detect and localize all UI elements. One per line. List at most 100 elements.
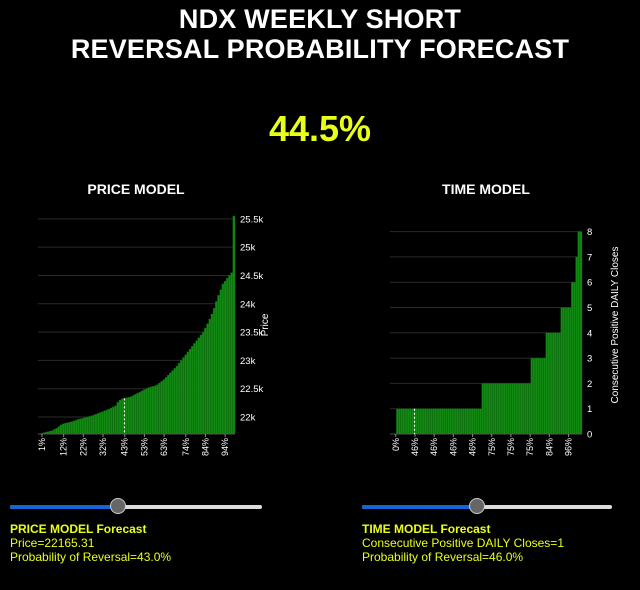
- time-bar: [434, 408, 438, 435]
- time-bar: [455, 408, 459, 435]
- time-bar: [528, 383, 532, 435]
- time-ytick-label: 0: [587, 430, 592, 441]
- time-bar: [479, 408, 482, 435]
- price-bar: [103, 410, 107, 435]
- price-forecast-label: PRICE MODEL Forecast: [10, 522, 147, 536]
- price-xtick-label: 74%: [181, 438, 191, 456]
- time-ytick-label: 1: [587, 404, 592, 415]
- time-bar: [530, 357, 534, 435]
- time-bar: [445, 408, 448, 435]
- time-bar: [494, 383, 497, 435]
- time-xtick-label: 75%: [506, 438, 516, 456]
- time-slider-track[interactable]: [362, 505, 612, 509]
- time-bar: [496, 383, 499, 435]
- time-bar: [577, 231, 581, 435]
- price-bar: [120, 398, 124, 435]
- time-model-slider[interactable]: [362, 498, 612, 515]
- price-bar: [140, 390, 144, 435]
- price-bar: [138, 391, 142, 435]
- price-ytick-label: 23k: [240, 356, 256, 367]
- price-bar: [118, 399, 122, 435]
- price-xtick-label: 1%: [37, 438, 47, 451]
- time-bar: [543, 357, 546, 435]
- time-bar: [575, 256, 578, 435]
- time-bar: [566, 307, 570, 435]
- price-slider-thumb[interactable]: [110, 498, 127, 514]
- overall-probability: 44.5%: [268, 108, 372, 149]
- time-bar: [483, 383, 487, 435]
- time-ytick-label: 2: [587, 379, 592, 390]
- time-bar: [404, 408, 408, 435]
- price-slider-track[interactable]: [10, 505, 262, 509]
- time-bar: [462, 408, 465, 435]
- time-bar: [549, 332, 553, 435]
- price-bar: [134, 394, 137, 435]
- price-bar: [166, 374, 170, 435]
- price-bar: [50, 430, 54, 435]
- price-bar: [75, 419, 78, 435]
- time-bar: [432, 408, 435, 435]
- time-model-title: TIME MODEL: [442, 181, 530, 197]
- price-bar: [153, 385, 157, 435]
- price-bar: [195, 340, 198, 435]
- price-bar: [149, 386, 153, 435]
- price-ytick-label: 23.5k: [240, 328, 263, 339]
- time-bar: [447, 408, 450, 435]
- time-ytick-label: 6: [587, 278, 592, 289]
- time-bar: [458, 408, 461, 435]
- price-bar: [164, 377, 168, 435]
- price-bar: [114, 405, 118, 435]
- time-bar: [569, 307, 572, 435]
- price-bar: [199, 334, 203, 435]
- price-bar: [59, 424, 63, 435]
- time-bar: [517, 383, 521, 435]
- price-bar: [162, 379, 166, 435]
- time-bar: [402, 408, 406, 435]
- time-bar: [411, 408, 414, 435]
- time-bar: [451, 408, 455, 435]
- time-bar: [396, 408, 399, 435]
- time-bar: [500, 383, 504, 435]
- time-bar: [505, 383, 508, 435]
- price-bar: [142, 389, 146, 435]
- time-bar: [436, 408, 440, 435]
- time-bar: [460, 408, 463, 435]
- time-bar: [430, 408, 433, 435]
- time-bar: [441, 408, 444, 435]
- time-value: Consecutive Positive DAILY Closes=1: [362, 536, 564, 550]
- price-ytick-label: 24k: [240, 299, 256, 310]
- price-bar: [230, 272, 234, 435]
- time-bar: [564, 307, 568, 435]
- time-bar: [468, 408, 472, 435]
- time-xtick-label: 46%: [429, 438, 439, 456]
- time-bar: [498, 383, 502, 435]
- time-bar: [513, 383, 517, 435]
- price-bar: [201, 331, 205, 435]
- price-bar: [186, 351, 190, 435]
- price-xtick-label: 32%: [98, 438, 108, 456]
- time-slider-thumb[interactable]: [469, 498, 485, 514]
- price-bar: [175, 365, 179, 435]
- price-ytick-label: 22.5k: [240, 384, 263, 395]
- price-xtick-label: 12%: [59, 438, 69, 456]
- time-ytick-label: 4: [587, 328, 592, 339]
- price-bar: [70, 421, 74, 435]
- price-bar: [147, 387, 150, 435]
- time-bar: [539, 357, 542, 435]
- time-bar: [470, 408, 474, 435]
- time-xtick-label: 75%: [525, 438, 535, 456]
- price-bar: [151, 386, 155, 435]
- price-bar: [158, 382, 161, 435]
- price-bar: [68, 421, 72, 435]
- time-bar: [532, 357, 536, 435]
- time-bar: [466, 408, 470, 435]
- price-bar: [217, 295, 220, 435]
- price-bar: [110, 407, 113, 435]
- time-xtick-label: 46%: [410, 438, 420, 456]
- price-model-slider[interactable]: [10, 498, 262, 515]
- price-bar: [101, 411, 104, 435]
- time-bar: [477, 408, 480, 435]
- time-xtick-label: 46%: [448, 438, 458, 456]
- price-bar: [55, 428, 58, 435]
- price-bar: [232, 215, 236, 435]
